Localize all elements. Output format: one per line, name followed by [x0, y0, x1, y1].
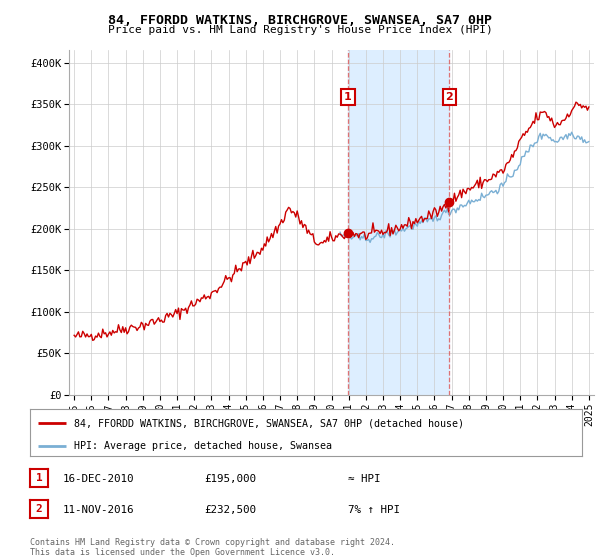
Text: Price paid vs. HM Land Registry's House Price Index (HPI): Price paid vs. HM Land Registry's House … — [107, 25, 493, 35]
Bar — [348, 50, 449, 395]
Text: HPI: Average price, detached house, Swansea: HPI: Average price, detached house, Swan… — [74, 441, 332, 451]
Text: 84, FFORDD WATKINS, BIRCHGROVE, SWANSEA, SA7 0HP: 84, FFORDD WATKINS, BIRCHGROVE, SWANSEA,… — [108, 14, 492, 27]
Text: 84, FFORDD WATKINS, BIRCHGROVE, SWANSEA, SA7 0HP (detached house): 84, FFORDD WATKINS, BIRCHGROVE, SWANSEA,… — [74, 418, 464, 428]
Text: 11-NOV-2016: 11-NOV-2016 — [63, 505, 134, 515]
Text: 16-DEC-2010: 16-DEC-2010 — [63, 474, 134, 484]
Text: Contains HM Land Registry data © Crown copyright and database right 2024.
This d: Contains HM Land Registry data © Crown c… — [30, 538, 395, 557]
Text: 2: 2 — [35, 504, 43, 514]
Text: 1: 1 — [35, 473, 43, 483]
Text: ≈ HPI: ≈ HPI — [348, 474, 380, 484]
Text: 2: 2 — [445, 92, 453, 102]
Text: 7% ↑ HPI: 7% ↑ HPI — [348, 505, 400, 515]
Text: £195,000: £195,000 — [204, 474, 256, 484]
Text: £232,500: £232,500 — [204, 505, 256, 515]
Text: 1: 1 — [344, 92, 352, 102]
